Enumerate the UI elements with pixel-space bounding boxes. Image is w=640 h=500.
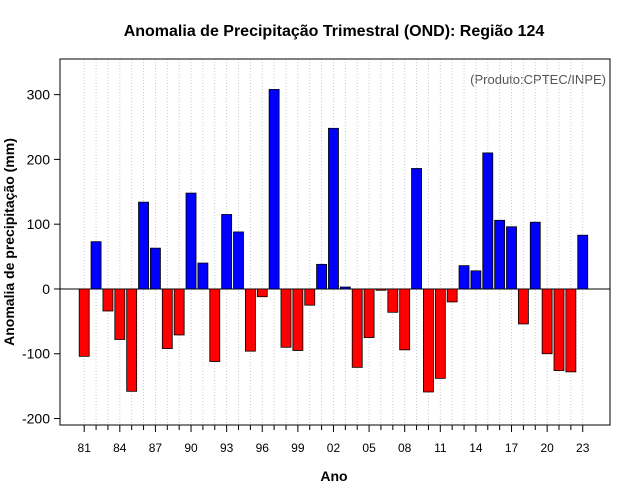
bar-21	[553, 288, 565, 371]
y-tick-label: 0	[42, 281, 50, 297]
bar-98	[280, 288, 292, 348]
bar-81	[78, 288, 90, 357]
bar-84	[114, 288, 126, 340]
bar-18	[517, 288, 529, 325]
x-tick-label: 02	[327, 441, 341, 455]
bar-23	[577, 234, 589, 290]
bar-17	[506, 226, 517, 290]
bar-16	[494, 219, 506, 290]
bar-09	[411, 168, 422, 290]
y-axis-label: Anomalia de precipitação (mm)	[1, 138, 17, 346]
bar-02	[328, 127, 339, 290]
bar-93	[221, 214, 233, 290]
bar-85	[126, 288, 138, 392]
product-credit: (Produto:CPTEC/INPE)	[470, 72, 606, 87]
bar-00	[304, 288, 316, 306]
bar-89	[173, 288, 185, 336]
x-axis-label: Ano	[320, 468, 347, 484]
y-tick-label: 200	[27, 151, 51, 167]
plot-frame	[59, 58, 611, 426]
bar-94	[233, 231, 244, 290]
x-tick-label: 93	[220, 441, 234, 455]
x-tick-label: 08	[398, 441, 412, 455]
y-tick-label: 100	[27, 216, 51, 232]
x-axis: 81 84 87 90 93 96 99 02 05 08 11 14 17 20 23	[78, 425, 590, 455]
x-tick-label: 14	[469, 441, 483, 455]
x-tick-label: 96	[256, 441, 270, 455]
bar-03	[339, 286, 351, 290]
x-tick-label: 20	[540, 441, 554, 455]
bar-20	[541, 288, 553, 355]
y-tick-label: 300	[27, 87, 51, 103]
x-tick-label: 17	[505, 441, 519, 455]
bar-92	[209, 288, 221, 362]
bar-11	[434, 288, 446, 379]
x-tick-label: 90	[184, 441, 198, 455]
y-tick-label: -200	[22, 411, 50, 427]
bar-13	[458, 265, 470, 290]
x-tick-label: 99	[291, 441, 305, 455]
bar-12	[446, 288, 458, 303]
bar-22	[565, 288, 577, 373]
bar-95	[244, 288, 256, 352]
x-tick-label: 05	[362, 441, 376, 455]
bar-86	[138, 201, 149, 290]
bar-19	[529, 221, 541, 290]
bar-04	[351, 288, 363, 368]
bar-96	[256, 288, 268, 298]
bar-90	[185, 192, 197, 290]
bar-82	[90, 241, 102, 290]
bar-14	[470, 270, 482, 290]
bar-series	[78, 89, 589, 393]
bar-15	[482, 152, 494, 290]
bar-06	[375, 288, 387, 291]
bar-08	[399, 288, 411, 351]
bar-83	[102, 288, 114, 312]
bar-97	[268, 89, 280, 290]
bar-05	[363, 288, 375, 338]
y-tick-label: -100	[22, 346, 50, 362]
bar-99	[292, 288, 304, 351]
bar-88	[161, 288, 173, 349]
x-tick-label: 84	[113, 441, 127, 455]
chart-title: Anomalia de Precipitação Trimestral (OND…	[124, 23, 545, 40]
bar-10	[423, 288, 434, 393]
bar-01	[316, 263, 328, 290]
x-tick-label: 23	[576, 441, 590, 455]
x-tick-label: 11	[434, 441, 447, 455]
x-tick-label: 87	[149, 441, 163, 455]
y-axis: -200 -100 0 100 200 300	[22, 87, 60, 427]
x-tick-label: 81	[78, 441, 92, 455]
bar-87	[150, 247, 161, 290]
bar-91	[197, 262, 209, 290]
bar-07	[387, 288, 399, 313]
